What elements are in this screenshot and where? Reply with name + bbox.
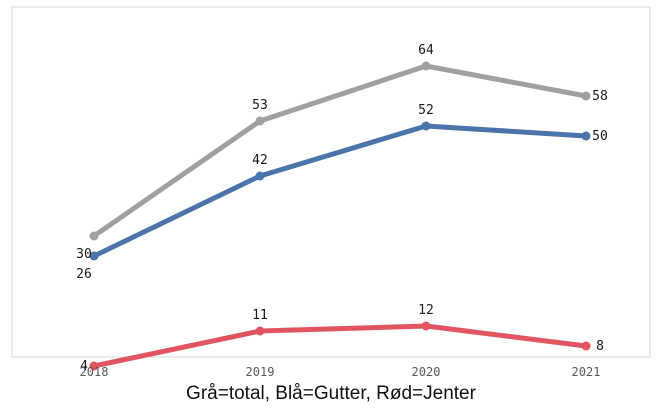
x-tick-label-2019: 2019 (246, 365, 275, 379)
data-label-gutter-2019: 42 (252, 153, 268, 168)
data-point-jenter-2018 (89, 361, 99, 371)
data-label-jenter-2019: 11 (252, 308, 268, 323)
series-layer (89, 61, 591, 371)
data-label-total-2020: 64 (418, 43, 434, 58)
data-label-gutter-2020: 52 (418, 103, 434, 118)
data-point-total-2018 (89, 231, 99, 241)
data-label-jenter-2018: 4 (80, 359, 88, 374)
data-point-jenter-2020 (421, 321, 431, 331)
data-point-gutter-2021 (581, 131, 591, 141)
data-label-jenter-2021: 8 (596, 339, 604, 354)
x-tick-label-2021: 2021 (572, 365, 601, 379)
chart-caption: Grå=total, Blå=Gutter, Rød=Jenter (186, 383, 476, 404)
data-label-total-2018: 30 (76, 247, 92, 262)
series-line-jenter (93, 323, 587, 369)
plot-area-border (11, 6, 651, 358)
data-point-gutter-2020 (421, 121, 431, 131)
data-point-total-2020 (421, 61, 431, 71)
data-label-layer: 30 53 64 58 26 42 52 50 4 11 12 8 (76, 43, 608, 374)
data-label-gutter-2021: 50 (592, 129, 608, 144)
x-tick-label-2018: 2018 (80, 365, 109, 379)
line-chart: 30 53 64 58 26 42 52 50 4 11 12 8 2018 2019 2020 2021 (11, 6, 651, 379)
x-tick-label-2020: 2020 (412, 365, 441, 379)
data-point-jenter-2021 (581, 341, 591, 351)
data-label-total-2019: 53 (252, 98, 268, 113)
data-point-gutter-2018 (89, 251, 99, 261)
data-point-total-2019 (255, 116, 265, 126)
data-point-gutter-2019 (255, 171, 265, 181)
data-point-jenter-2019 (255, 326, 265, 336)
data-point-total-2021 (581, 91, 591, 101)
x-axis-ticks: 2018 2019 2020 2021 (80, 365, 601, 379)
data-label-total-2021: 58 (592, 89, 608, 104)
series-line-gutter (92, 123, 587, 259)
series-line-total (92, 63, 587, 239)
data-label-gutter-2018: 26 (76, 267, 92, 282)
data-label-jenter-2020: 12 (418, 303, 434, 318)
